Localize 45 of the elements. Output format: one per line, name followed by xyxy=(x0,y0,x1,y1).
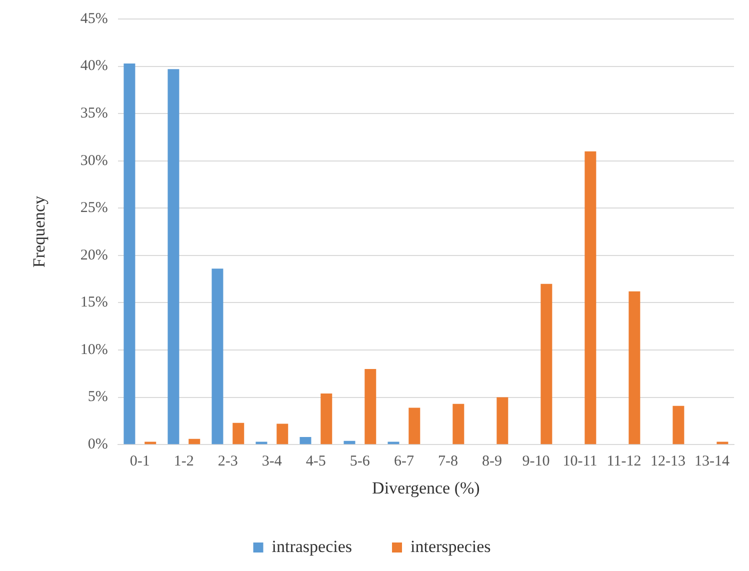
x-tick-label: 6-7 xyxy=(394,454,414,470)
y-tick-label: 20% xyxy=(80,247,108,264)
bar xyxy=(452,404,464,444)
bar xyxy=(124,63,136,444)
x-tick-label: 10-11 xyxy=(562,454,598,470)
x-tick-label: 9-10 xyxy=(522,454,550,470)
x-tick-label: 5-6 xyxy=(350,454,370,470)
bar xyxy=(188,438,200,444)
bar xyxy=(276,424,288,444)
bar xyxy=(540,284,552,444)
y-tick-label: 10% xyxy=(80,342,108,358)
bar xyxy=(672,406,684,444)
bar xyxy=(320,394,332,444)
bar xyxy=(212,268,224,444)
y-tick-label: 25% xyxy=(80,200,108,216)
bar xyxy=(496,397,508,444)
bar xyxy=(584,151,596,444)
legend-label: intraspecies xyxy=(272,536,352,556)
x-tick-label: 0-1 xyxy=(130,454,150,470)
legend-label: interspecies xyxy=(410,536,491,556)
bar xyxy=(344,440,356,444)
y-tick-label: 5% xyxy=(88,389,108,406)
y-tick-label: 40% xyxy=(80,58,108,74)
x-tick-label: 11-12 xyxy=(606,454,642,470)
x-tick-label: 4-5 xyxy=(306,454,326,470)
y-tick-label: 45% xyxy=(80,10,108,27)
bar xyxy=(232,422,244,444)
bar xyxy=(300,437,312,444)
x-tick-label: 1-2 xyxy=(174,454,194,470)
bar xyxy=(628,291,640,444)
x-tick-label: 7-8 xyxy=(438,454,458,470)
x-tick-label: 8-9 xyxy=(482,454,502,470)
y-axis-title: Frequency xyxy=(30,195,49,268)
x-axis-title: Divergence (%) xyxy=(372,478,480,498)
x-tick-label: 12-13 xyxy=(650,454,686,470)
bar xyxy=(168,69,180,444)
y-tick-label: 35% xyxy=(80,106,108,122)
bar xyxy=(408,408,420,444)
x-tick-label: 3-4 xyxy=(262,454,282,470)
bar xyxy=(364,368,376,444)
y-tick-label: 15% xyxy=(80,294,108,311)
x-tick-label: 2-3 xyxy=(218,454,238,470)
y-tick-label: 0% xyxy=(88,436,108,453)
x-tick-label: 13-14 xyxy=(694,454,730,470)
y-tick-label: 30% xyxy=(80,152,108,169)
